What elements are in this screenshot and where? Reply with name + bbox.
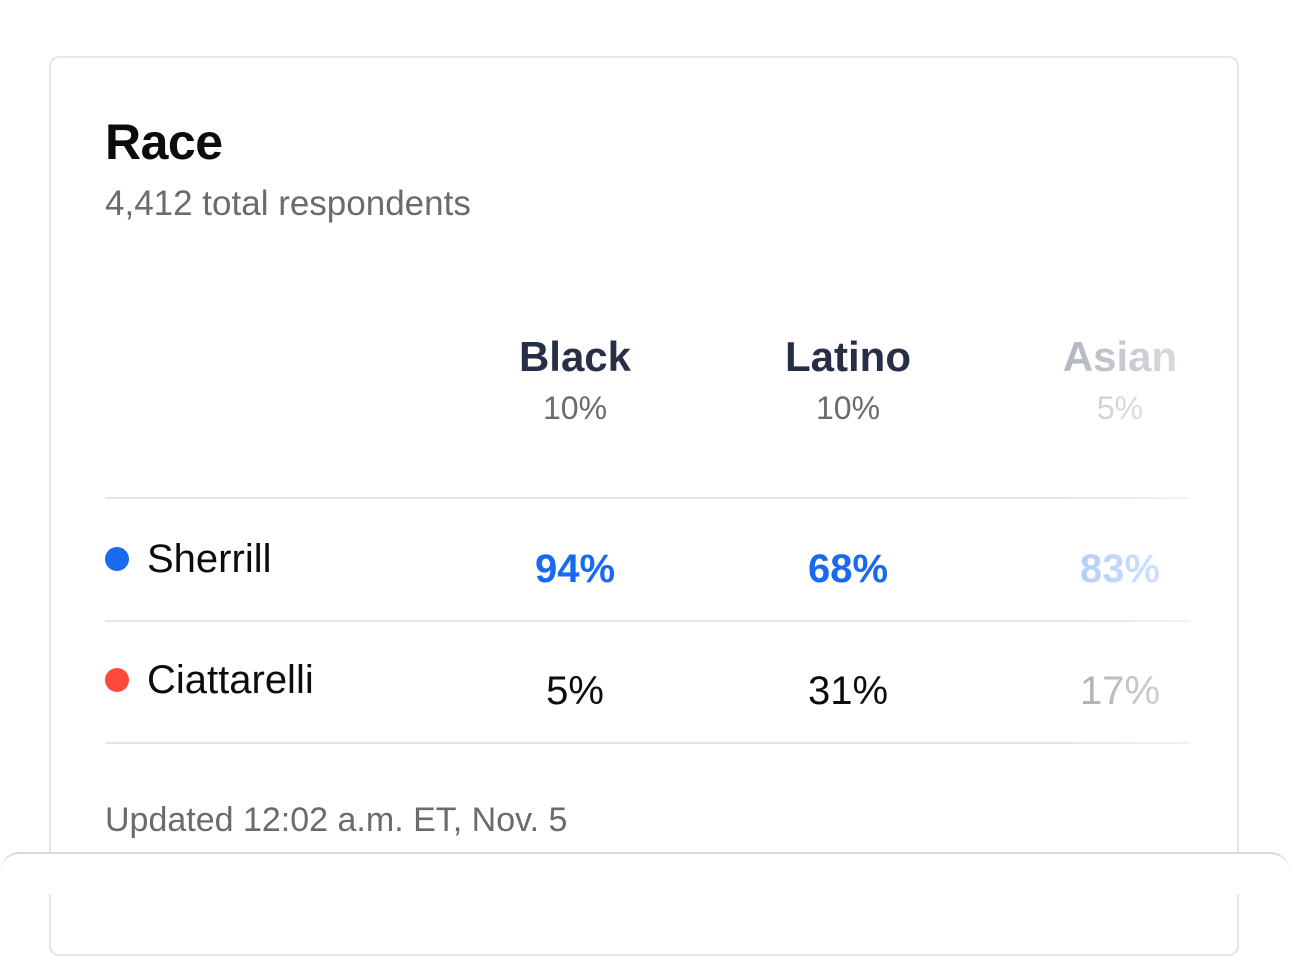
column-header-black: Black 10% [475,330,675,430]
column-share: 10% [542,390,608,426]
column-name: Black [518,333,632,380]
row-divider [105,742,1190,744]
column-name: Latino [785,333,911,380]
exit-poll-card [49,56,1239,956]
ciattarelli-asian-value: 17% [1079,669,1161,713]
bottom-sheet-edge[interactable] [0,852,1290,894]
candidate-name: Sherrill [147,537,272,581]
ciattarelli-latino-value: 31% [807,669,889,713]
column-share: 10% [815,390,881,426]
column-share: 5% [1096,390,1144,426]
candidate-color-dot [105,668,129,692]
column-header-asian: Asian 5% [1020,330,1220,430]
sherrill-latino-value: 68% [807,547,889,591]
column-name: Asian [1062,333,1178,380]
respondents-count: 4,412 total respondents [105,184,471,223]
candidate-ciattarelli: Ciattarelli [105,650,314,710]
column-header-latino: Latino 10% [748,330,948,430]
candidate-name: Ciattarelli [147,658,314,702]
results-table[interactable]: Black 10% Latino 10% Asian 5% Sherrill 9… [105,330,1190,750]
row-divider [105,620,1190,622]
ciattarelli-black-value: 5% [546,669,604,713]
updated-timestamp: Updated 12:02 a.m. ET, Nov. 5 [105,801,568,839]
candidate-color-dot [105,547,129,571]
row-divider [105,497,1190,499]
card-title: Race [105,114,223,170]
sherrill-black-value: 94% [534,547,616,591]
candidate-sherrill: Sherrill [105,529,271,589]
sherrill-asian-value: 83% [1079,547,1161,591]
